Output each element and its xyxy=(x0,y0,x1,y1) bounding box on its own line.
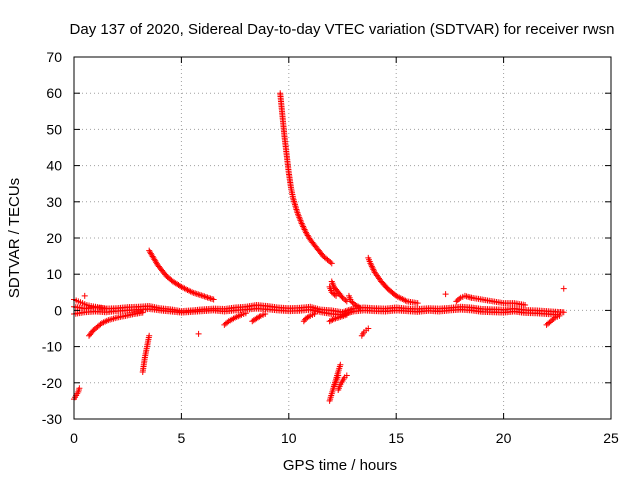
data-point xyxy=(326,318,333,325)
data-point xyxy=(103,305,110,312)
y-tick-label: 70 xyxy=(46,49,62,65)
data-point xyxy=(196,291,203,298)
data-point xyxy=(456,295,463,302)
y-tick-label: 40 xyxy=(46,158,62,174)
data-point xyxy=(224,319,231,326)
data-point xyxy=(262,311,269,318)
x-tick-label: 20 xyxy=(496,430,512,446)
data-point xyxy=(343,372,350,379)
x-tick-label: 15 xyxy=(388,430,404,446)
x-tick-label: 0 xyxy=(70,430,78,446)
y-tick-label: 50 xyxy=(46,121,62,137)
data-point xyxy=(81,292,88,299)
data-point xyxy=(242,310,249,317)
data-point xyxy=(337,361,344,368)
data-point xyxy=(89,328,96,335)
data-point xyxy=(556,312,563,319)
y-tick-label: 0 xyxy=(54,302,62,318)
data-point xyxy=(319,251,326,258)
y-tick-label: 60 xyxy=(46,85,62,101)
data-point xyxy=(338,293,345,300)
y-axis-title: SDTVAR / TECUs xyxy=(6,178,23,298)
y-tick-label: -10 xyxy=(42,339,62,355)
data-point xyxy=(327,259,334,266)
data-point xyxy=(206,294,213,301)
data-point xyxy=(201,293,208,300)
data-point xyxy=(97,321,104,328)
data-point xyxy=(356,304,363,311)
data-point xyxy=(342,297,349,304)
data-point xyxy=(550,315,557,322)
data-point xyxy=(199,292,206,299)
y-tick-label: 10 xyxy=(46,266,62,282)
data-points xyxy=(71,90,567,404)
data-point xyxy=(328,260,335,267)
data-point xyxy=(331,291,338,298)
data-point xyxy=(365,325,372,332)
x-axis-title: GPS time / hours xyxy=(283,457,397,474)
data-point xyxy=(195,330,202,337)
data-point xyxy=(311,311,318,318)
data-point xyxy=(193,290,200,297)
data-point xyxy=(560,285,567,292)
x-tick-label: 25 xyxy=(603,430,619,446)
data-point xyxy=(560,309,567,316)
y-tick-labels: -30 -20 -10 0 10 20 30 40 50 60 70 xyxy=(42,49,62,427)
data-point xyxy=(442,291,449,298)
chart-title: Day 137 of 2020, Sidereal Day-to-day VTE… xyxy=(70,21,615,38)
data-point xyxy=(343,311,350,318)
y-tick-label: -30 xyxy=(42,411,62,427)
y-tick-label: -20 xyxy=(42,375,62,391)
data-point xyxy=(76,385,83,392)
data-point xyxy=(210,296,217,303)
x-tick-label: 5 xyxy=(178,430,186,446)
data-point xyxy=(209,296,216,303)
data-point xyxy=(204,294,211,301)
data-point xyxy=(207,295,214,302)
x-tick-labels: 0 5 10 15 20 25 xyxy=(70,430,619,446)
axis-ticks xyxy=(73,56,612,420)
data-point xyxy=(414,300,421,307)
data-point xyxy=(256,313,263,320)
data-point xyxy=(146,332,153,339)
data-point xyxy=(522,301,529,308)
x-tick-label: 10 xyxy=(281,430,297,446)
data-point xyxy=(202,293,209,300)
y-tick-label: 30 xyxy=(46,194,62,210)
data-point xyxy=(333,292,340,299)
data-point xyxy=(305,313,312,320)
y-tick-label: 20 xyxy=(46,230,62,246)
data-point xyxy=(139,309,146,316)
data-point xyxy=(198,292,205,299)
data-point xyxy=(328,317,335,324)
data-point xyxy=(329,316,336,323)
data-point xyxy=(195,291,202,298)
data-point xyxy=(355,303,362,310)
